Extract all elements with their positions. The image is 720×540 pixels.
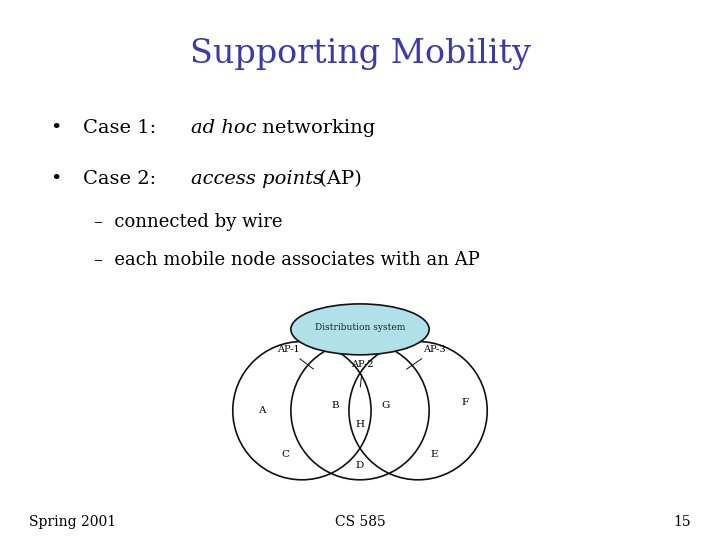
Text: AP-1: AP-1 bbox=[276, 345, 313, 369]
Text: C: C bbox=[282, 450, 289, 460]
Text: AP-3: AP-3 bbox=[407, 345, 446, 369]
Text: (AP): (AP) bbox=[313, 170, 362, 188]
Text: Case 2:: Case 2: bbox=[83, 170, 162, 188]
Text: F: F bbox=[462, 398, 469, 407]
Text: •: • bbox=[50, 119, 62, 137]
Text: Case 1:: Case 1: bbox=[83, 119, 162, 137]
Text: Spring 2001: Spring 2001 bbox=[29, 515, 116, 529]
Text: AP-2: AP-2 bbox=[351, 360, 374, 387]
Text: A: A bbox=[258, 406, 266, 415]
Text: H: H bbox=[356, 420, 364, 429]
Text: –  connected by wire: – connected by wire bbox=[94, 213, 282, 231]
Text: ad hoc: ad hoc bbox=[191, 119, 256, 137]
Text: networking: networking bbox=[256, 119, 375, 137]
Text: access points: access points bbox=[191, 170, 323, 188]
Text: CS 585: CS 585 bbox=[335, 515, 385, 529]
Text: E: E bbox=[431, 450, 438, 460]
Text: Supporting Mobility: Supporting Mobility bbox=[189, 38, 531, 70]
Text: B: B bbox=[331, 401, 339, 410]
Text: Distribution system: Distribution system bbox=[315, 323, 405, 332]
Text: 15: 15 bbox=[674, 515, 691, 529]
Ellipse shape bbox=[291, 304, 429, 355]
Text: –  each mobile node associates with an AP: – each mobile node associates with an AP bbox=[94, 251, 480, 269]
Text: G: G bbox=[382, 401, 390, 410]
Text: •: • bbox=[50, 170, 62, 188]
Text: D: D bbox=[356, 462, 364, 470]
